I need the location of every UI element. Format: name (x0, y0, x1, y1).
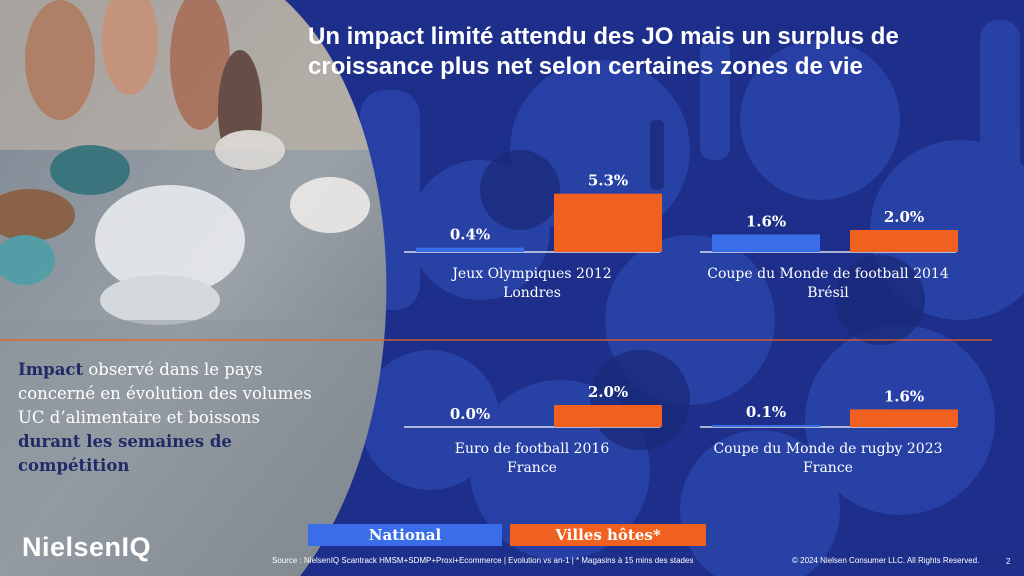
legend-hosts: Villes hôtes* (510, 524, 706, 546)
impact-highlight: durant les semaines de compétition (18, 432, 232, 475)
footer-copyright: © 2024 Nielsen Consumer LLC. All Rights … (792, 556, 980, 565)
legend-national-label: National (368, 526, 442, 544)
footer-source: Source : NielsenIQ Scantrack HMSM+SDMP+P… (272, 556, 694, 565)
category-label: France (803, 460, 853, 476)
bar-value-label: 1.6% (884, 387, 924, 405)
chart-panel-1: 0.4% 5.3% Jeux Olympiques 2012 Londres (404, 172, 662, 301)
category-label: Jeux Olympiques 2012 (450, 266, 611, 282)
page-title-line1: Un impact limité attendu des JO mais un … (308, 23, 899, 50)
bar-value-label: 0.4% (450, 226, 490, 244)
page-number: 2 (1006, 557, 1011, 566)
impact-text: observé dans le pays concerné en évoluti… (18, 360, 312, 427)
bar-value-label: 1.6% (746, 212, 786, 230)
bar-hosts (554, 193, 662, 252)
bar-hosts (850, 409, 958, 427)
page-title: Un impact limité attendu des JO mais un … (308, 22, 1008, 82)
bar-hosts (850, 230, 958, 252)
category-label: Euro de football 2016 (455, 441, 610, 457)
bar-hosts (554, 405, 662, 427)
chart-panel-2: 1.6% 2.0% Coupe du Monde de football 2014 B… (700, 208, 958, 301)
page-title-line2: croissance plus net selon certaines zone… (308, 53, 863, 80)
bar-value-label: 0.1% (746, 403, 786, 421)
bar-national (712, 425, 820, 427)
legend-national: National (308, 524, 502, 546)
category-label: Coupe du Monde de football 2014 (707, 266, 949, 282)
bar-value-label: 0.0% (450, 405, 490, 423)
bar-value-label: 2.0% (884, 208, 924, 226)
chart-panel-3: 0.0% 2.0% Euro de football 2016 France (404, 383, 662, 476)
chart-panel-4: 0.1% 1.6% Coupe du Monde de rugby 2023 Fran… (700, 387, 958, 476)
category-label: France (507, 460, 557, 476)
impact-description: Impact observé dans le pays concerné en … (18, 358, 318, 478)
category-label: Brésil (807, 285, 849, 301)
bar-national (416, 247, 524, 252)
category-label: Londres (503, 285, 561, 301)
bar-national (712, 234, 820, 252)
impact-keyword: Impact (18, 360, 84, 379)
bar-value-label: 2.0% (588, 383, 628, 401)
category-label: Coupe du Monde de rugby 2023 (713, 441, 942, 457)
bar-value-label: 5.3% (588, 172, 628, 190)
nielseniq-logo: NielsenIQ (22, 532, 152, 562)
legend-hosts-label: Villes hôtes* (555, 526, 661, 544)
